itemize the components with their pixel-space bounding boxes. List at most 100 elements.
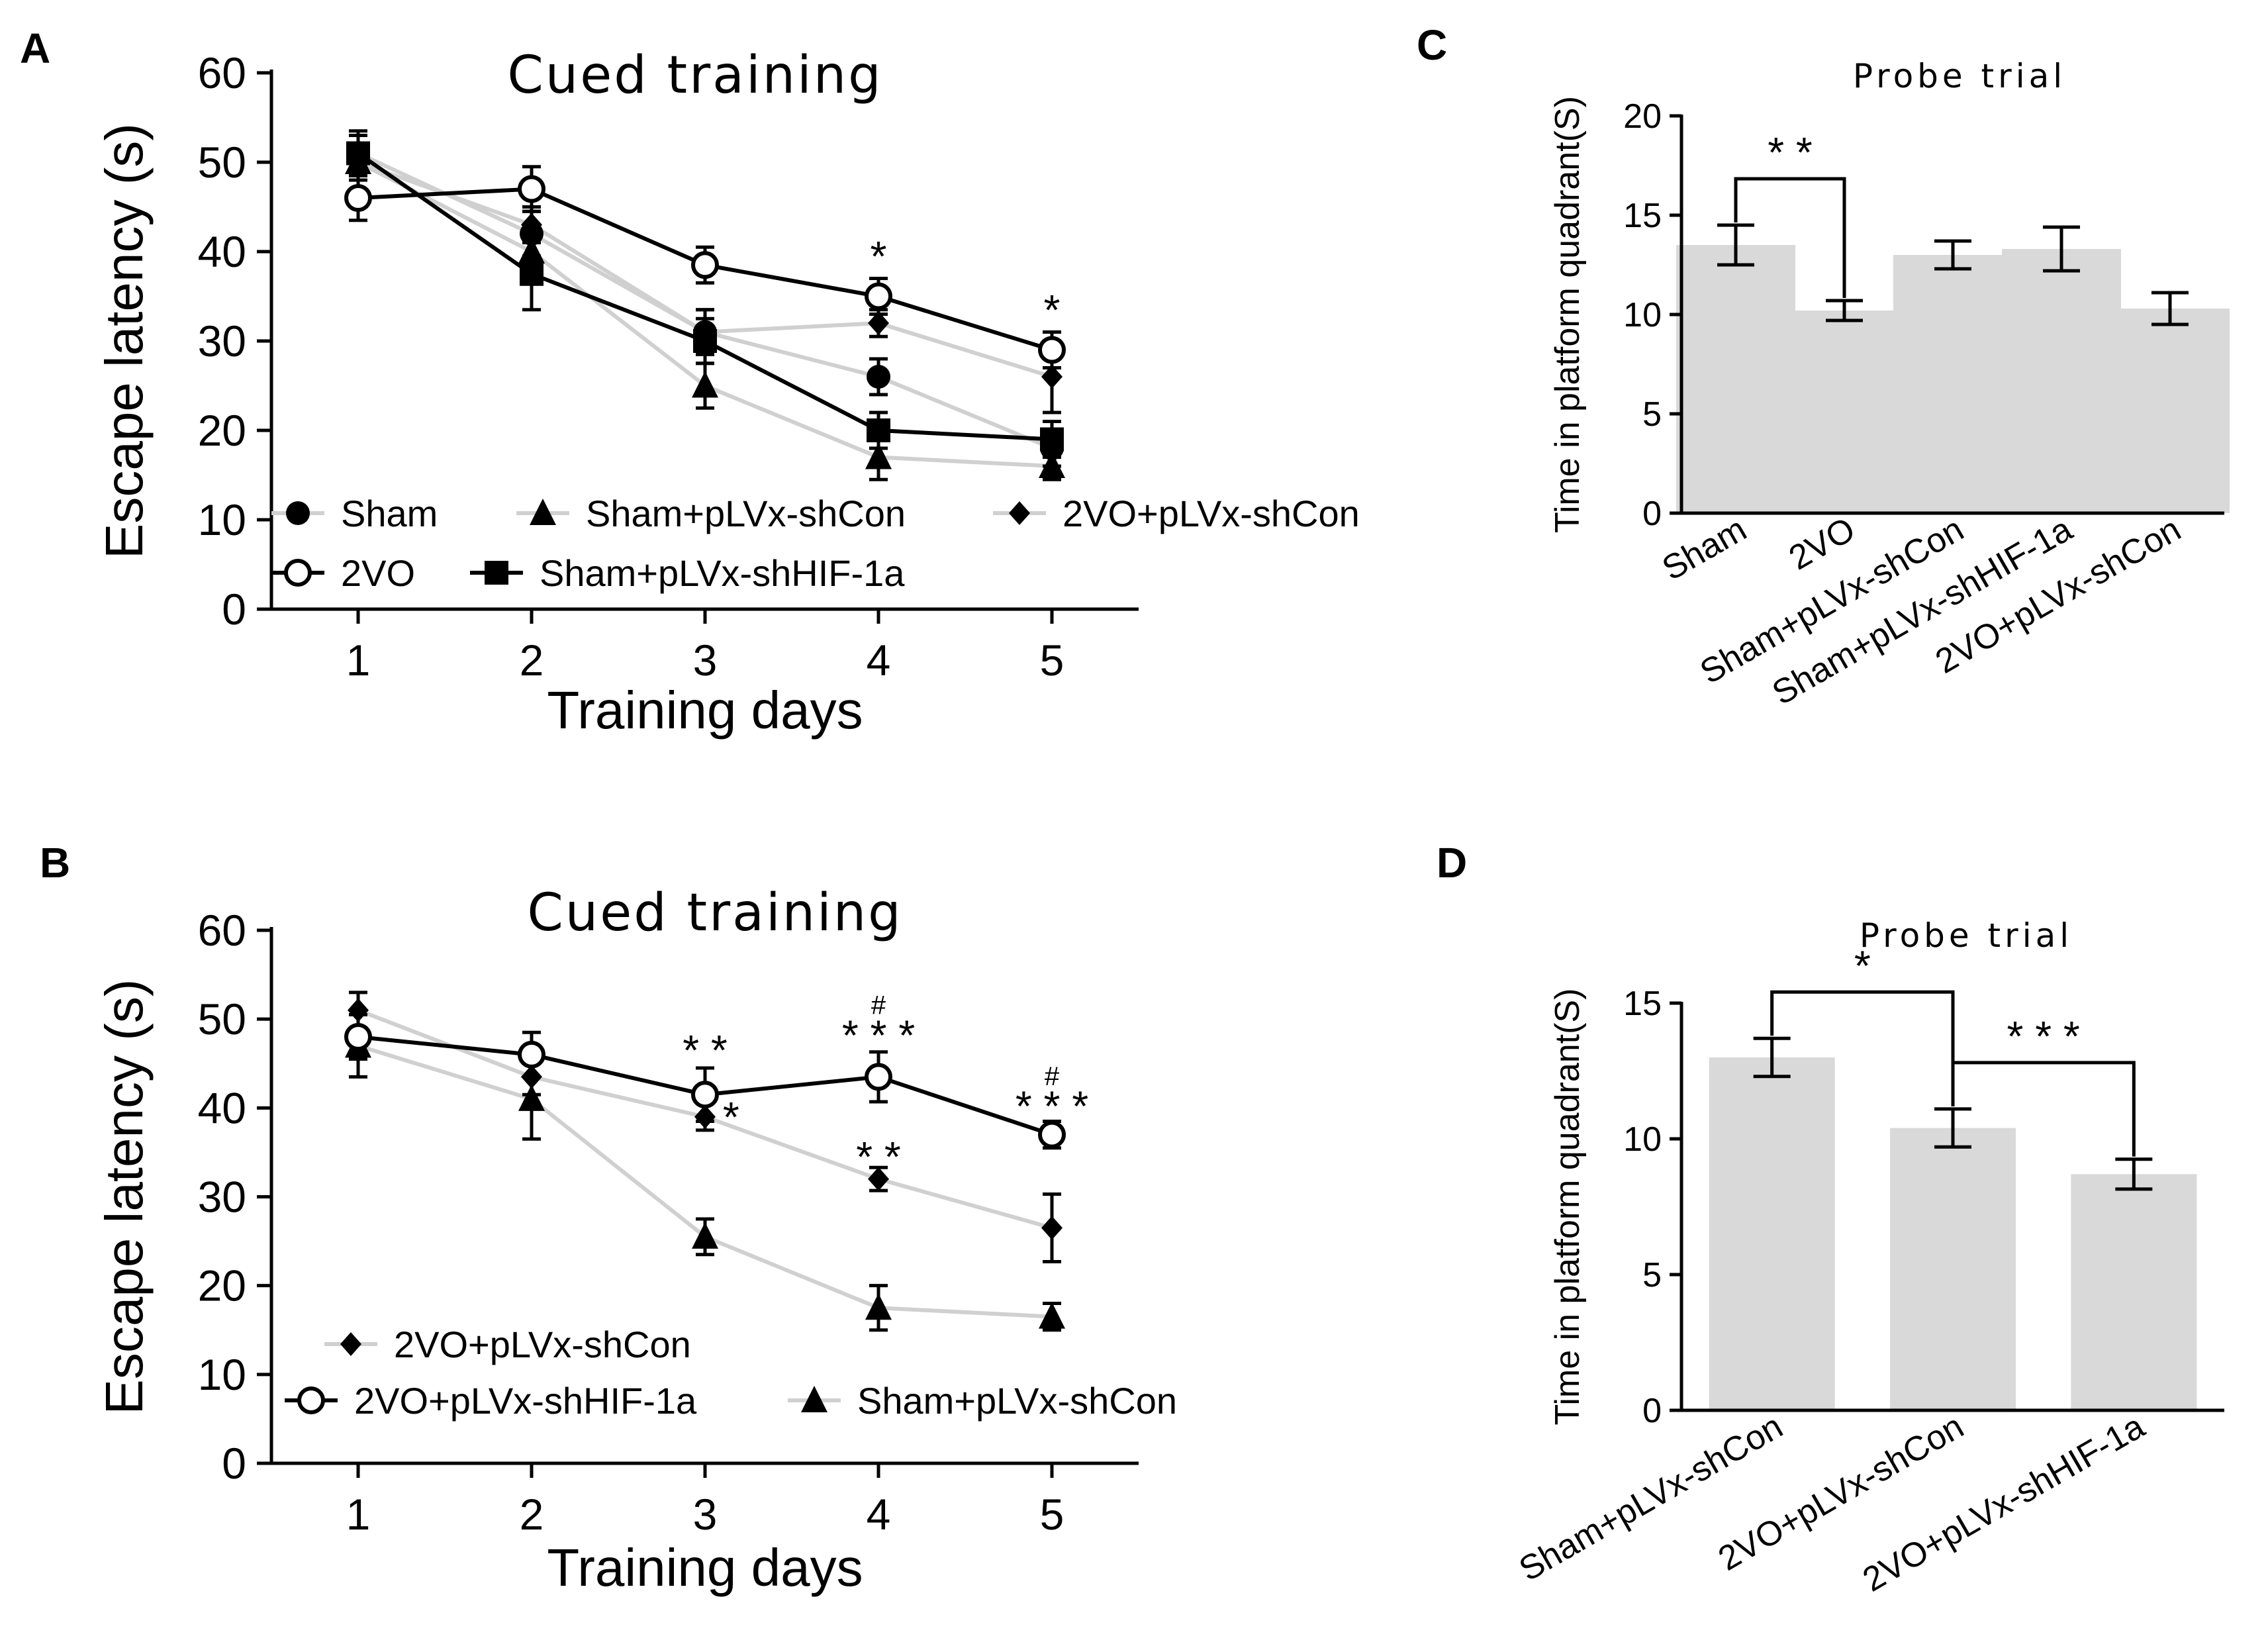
panel-b-line-chart: B Cued training 0 10 20 30 40 50 60 1 2 3 4 5 Training… <box>40 839 1177 1597</box>
bar <box>1893 255 2012 513</box>
legend-label: Sham <box>341 493 438 534</box>
legend-label: 2VO+pLVx-shCon <box>394 1324 691 1365</box>
significance-bracket <box>1770 990 1955 1106</box>
data-point <box>518 175 545 203</box>
x-tick-label: 1 <box>346 1490 371 1539</box>
legend-marker <box>284 559 312 587</box>
data-point <box>693 329 717 353</box>
bar <box>2071 1174 2197 1410</box>
category-label: Sham <box>1656 510 1753 588</box>
y-tick-label: 0 <box>222 1439 246 1488</box>
chart-title: Probe trial <box>1853 57 2066 95</box>
category-label: 2VO <box>1783 510 1862 577</box>
y-tick-label: 0 <box>222 585 246 634</box>
legend-marker <box>297 1386 325 1414</box>
x-tick-label: 4 <box>867 636 891 685</box>
y-tick-label: 15 <box>1623 985 1662 1023</box>
y-tick-label: 20 <box>198 1261 246 1310</box>
x-tick-label: 3 <box>693 636 718 685</box>
data-point <box>691 1081 719 1109</box>
legend-marker <box>286 501 310 525</box>
data-point <box>867 365 890 389</box>
legend-marker <box>530 499 556 525</box>
significance-mark: * * * <box>1016 1083 1088 1130</box>
panel-a-line-chart: A Cued training 0 10 20 30 40 50 60 1 2 3 4 5 Training… <box>20 24 1360 740</box>
data-point <box>865 442 892 469</box>
x-tick-label: 2 <box>520 636 544 685</box>
x-tick-label: 1 <box>346 636 371 685</box>
data-point <box>348 998 369 1022</box>
data-point <box>521 1065 542 1089</box>
y-tick-label: 20 <box>1623 97 1662 136</box>
significance-mark: * * * <box>2007 1012 2080 1060</box>
legend-marker <box>801 1386 827 1412</box>
data-point <box>694 1104 716 1129</box>
data-point <box>1038 1120 1066 1149</box>
x-tick-label: 5 <box>1040 1490 1064 1539</box>
y-tick-label: 5 <box>1642 1256 1662 1294</box>
y-tick-label: 15 <box>1623 197 1662 235</box>
x-tick-label: 4 <box>867 1490 891 1539</box>
y-tick-label: 30 <box>198 316 246 365</box>
data-point <box>691 251 719 279</box>
significance-mark: * * <box>1768 128 1813 176</box>
data-point <box>346 141 370 166</box>
panel-label: C <box>1417 21 1447 69</box>
panel-label: B <box>40 839 70 887</box>
data-point <box>868 311 889 335</box>
legend-marker <box>340 1332 361 1356</box>
data-point <box>692 371 718 398</box>
significance-mark: * <box>1854 942 1871 989</box>
y-tick-label: 0 <box>1642 1392 1662 1430</box>
y-tick-label: 60 <box>198 906 246 955</box>
data-point <box>868 1167 889 1191</box>
data-point <box>520 262 543 286</box>
data-point <box>518 237 545 264</box>
data-point <box>1041 1216 1063 1240</box>
legend-label: Sham+pLVx-shCon <box>586 493 906 534</box>
y-axis-label: Time in platform quadrant(S) <box>1548 989 1587 1426</box>
data-point <box>1039 452 1065 478</box>
data-point <box>865 1293 892 1320</box>
significance-mark: * <box>871 232 887 280</box>
bar <box>1890 1128 2016 1410</box>
significance-mark: * * * <box>842 1011 915 1059</box>
y-tick-label: 10 <box>198 1350 246 1399</box>
significance-mark: * <box>1044 286 1061 334</box>
significance-mark: # <box>1045 1062 1060 1091</box>
data-point <box>518 1040 545 1069</box>
x-axis-label: Training days <box>547 681 863 740</box>
data-point <box>692 1222 718 1249</box>
y-tick-label: 20 <box>198 406 246 455</box>
data-point <box>1038 336 1066 364</box>
bar <box>2002 249 2121 513</box>
data-point <box>865 1063 892 1091</box>
data-point <box>867 418 890 442</box>
bar <box>2110 309 2230 513</box>
legend-label: Sham+pLVx-shCon <box>857 1380 1177 1422</box>
x-tick-label: 3 <box>693 1490 718 1539</box>
data-point <box>344 184 372 212</box>
y-tick-label: 50 <box>198 138 246 187</box>
y-tick-label: 10 <box>1623 1120 1662 1159</box>
chart-title: Cued training <box>527 883 902 943</box>
x-tick-label: 2 <box>520 1490 544 1539</box>
significance-bracket <box>1734 177 1846 298</box>
legend-marker <box>1009 501 1030 525</box>
data-point <box>1040 427 1064 452</box>
y-tick-label: 40 <box>198 1083 246 1132</box>
chart-title: Probe trial <box>1860 916 2073 955</box>
y-tick-label: 5 <box>1642 395 1662 434</box>
y-tick-label: 0 <box>1642 495 1662 533</box>
panel-label: A <box>20 24 50 72</box>
y-tick-label: 50 <box>198 995 246 1043</box>
legend-label: 2VO+pLVx-shCon <box>1063 493 1360 534</box>
data-point <box>1041 365 1063 389</box>
y-tick-label: 60 <box>198 48 246 97</box>
bar <box>1709 1057 1835 1410</box>
significance-mark: * <box>723 1093 739 1141</box>
significance-mark: * * <box>856 1133 901 1181</box>
significance-mark: * * <box>683 1026 728 1074</box>
